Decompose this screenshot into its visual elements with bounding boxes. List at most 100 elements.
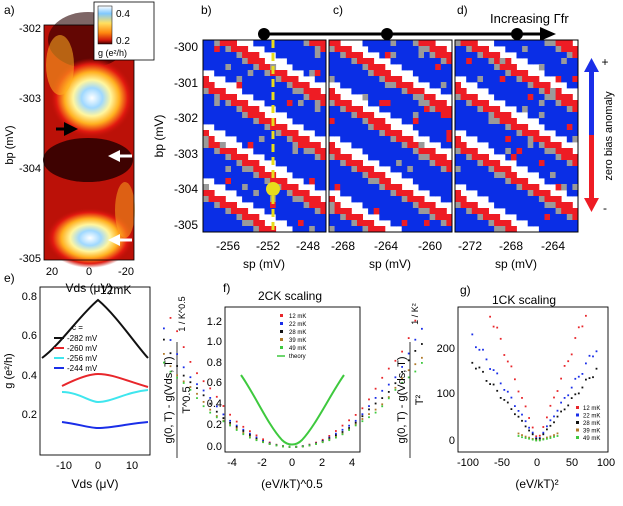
map-cell xyxy=(242,46,249,53)
map-cell xyxy=(555,172,562,179)
data-point xyxy=(531,431,534,434)
map-cell xyxy=(440,178,447,185)
map-cell xyxy=(219,154,226,161)
map-cell xyxy=(253,124,260,131)
map-cell xyxy=(538,106,545,113)
map-cell xyxy=(538,100,545,107)
map-cell xyxy=(258,124,265,131)
map-cell xyxy=(214,64,221,71)
map-cell xyxy=(303,70,310,77)
map-cell xyxy=(258,64,265,71)
map-cell xyxy=(396,136,403,143)
map-cell xyxy=(340,214,347,221)
map-cell xyxy=(471,76,478,83)
map-cell xyxy=(544,178,551,185)
map-cell xyxy=(572,100,579,107)
map-cell xyxy=(505,46,512,53)
map-cell xyxy=(368,190,375,197)
map-cell xyxy=(231,172,237,179)
ytick: -300 xyxy=(174,40,198,54)
map-cell xyxy=(208,190,215,197)
map-cell xyxy=(303,58,310,65)
data-point xyxy=(295,445,298,448)
map-cell xyxy=(550,142,556,149)
map-cell xyxy=(510,196,517,203)
map-cell xyxy=(303,196,310,203)
map-cell xyxy=(242,142,249,149)
map-cell xyxy=(483,226,489,233)
map-cell xyxy=(384,94,391,101)
map-cell xyxy=(309,160,316,167)
map-cell xyxy=(544,100,551,107)
map-cell xyxy=(527,136,534,143)
data-point xyxy=(577,392,580,395)
map-cell xyxy=(214,52,221,59)
map-cell xyxy=(334,58,341,65)
map-cell xyxy=(231,220,237,227)
data-point xyxy=(321,441,324,444)
map-cell xyxy=(298,46,304,53)
map-cell xyxy=(516,70,523,77)
map-cell xyxy=(446,112,453,119)
map-cell xyxy=(270,136,277,143)
ytick: 0.4 xyxy=(207,398,222,410)
map-cell xyxy=(208,46,215,53)
map-cell xyxy=(390,184,397,191)
map-cell xyxy=(379,190,386,197)
map-cell xyxy=(418,52,425,59)
map-cell xyxy=(499,118,506,125)
map-cell xyxy=(247,64,254,71)
map-cell xyxy=(379,106,386,113)
map-cell xyxy=(384,70,391,77)
data-point xyxy=(381,397,384,399)
map-cell xyxy=(566,202,573,209)
map-cell xyxy=(516,196,523,203)
map-cell xyxy=(401,52,408,59)
panel-c-xticks: -268 -264 -260 xyxy=(331,239,442,253)
map-cell xyxy=(298,226,304,233)
map-cell xyxy=(340,172,347,179)
map-cell xyxy=(292,184,299,191)
map-cell xyxy=(455,136,461,143)
map-cell xyxy=(320,220,327,227)
map-cell xyxy=(499,88,506,95)
map-cell xyxy=(334,172,341,179)
map-cell xyxy=(516,106,523,113)
map-cell xyxy=(247,88,254,95)
map-cell xyxy=(368,82,375,89)
map-cell xyxy=(488,190,495,197)
map-cell xyxy=(368,220,375,227)
map-cell xyxy=(446,160,453,167)
map-cell xyxy=(407,214,414,221)
map-cell xyxy=(208,82,215,89)
data-point xyxy=(387,367,390,370)
ytick: 1.2 xyxy=(207,316,222,328)
map-cell xyxy=(527,166,534,173)
map-cell xyxy=(418,70,425,77)
map-cell xyxy=(446,130,453,137)
legend-marker xyxy=(576,406,579,409)
map-cell xyxy=(384,154,391,161)
map-cell xyxy=(351,190,358,197)
data-point xyxy=(517,432,520,435)
map-cell xyxy=(281,142,288,149)
map-cell xyxy=(488,172,495,179)
map-cell xyxy=(329,70,335,77)
map-cell xyxy=(527,130,534,137)
map-cell xyxy=(303,118,310,125)
map-cell xyxy=(505,64,512,71)
ytick: 0.6 xyxy=(207,377,222,389)
map-cell xyxy=(396,112,403,119)
map-cell xyxy=(345,184,352,191)
curve-cyan xyxy=(61,389,149,404)
map-cell xyxy=(242,76,249,83)
map-cell xyxy=(407,208,414,215)
map-cell xyxy=(340,226,347,233)
map-cell xyxy=(522,136,529,143)
map-cell xyxy=(357,166,363,173)
map-cell xyxy=(424,184,430,191)
map-cell xyxy=(264,172,271,179)
map-cell xyxy=(407,112,414,119)
panel-b-map xyxy=(203,40,327,233)
map-cell xyxy=(494,226,501,233)
